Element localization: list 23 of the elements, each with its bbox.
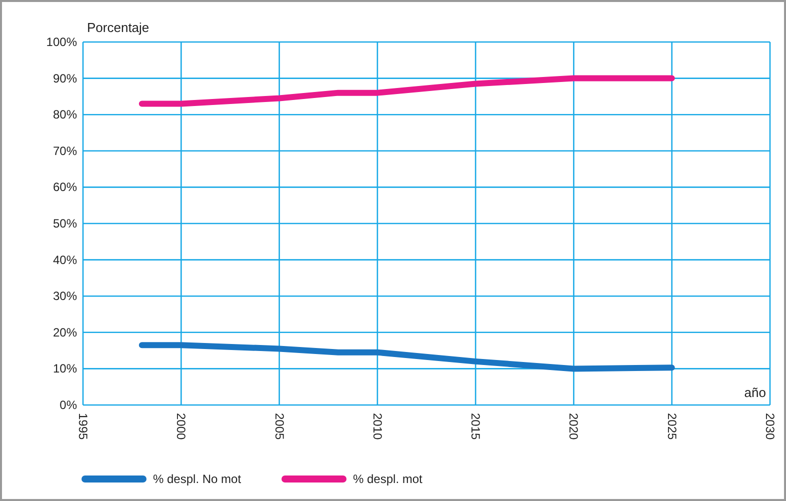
x-tick-label: 2000	[174, 413, 188, 440]
legend-label: % despl. No mot	[153, 472, 242, 486]
y-tick-label: 0%	[60, 398, 78, 412]
x-tick-label: 2030	[763, 413, 777, 440]
y-tick-label: 30%	[52, 289, 78, 304]
x-axis-title: año	[744, 385, 766, 400]
y-axis-title: Porcentaje	[87, 20, 150, 35]
y-tick-label: 70%	[52, 144, 78, 158]
y-tick-label: 60%	[52, 180, 78, 194]
x-tick-label: 1995	[76, 413, 90, 440]
x-tick-label: 2010	[370, 413, 384, 440]
x-tick-label: 2020	[566, 413, 581, 440]
x-tick-label: 2025	[664, 413, 679, 440]
y-tick-label: 50%	[52, 216, 78, 230]
y-tick-label: 20%	[52, 325, 78, 340]
legend-label: % despl. mot	[353, 472, 424, 486]
x-tick-label: 2015	[468, 413, 483, 440]
y-tick-label: 40%	[52, 252, 78, 267]
y-tick-label: 100%	[46, 35, 78, 49]
y-tick-label: 80%	[52, 108, 78, 122]
x-tick-label: 2005	[272, 413, 286, 440]
y-tick-label: 90%	[52, 71, 78, 86]
y-tick-label: 10%	[52, 362, 78, 376]
